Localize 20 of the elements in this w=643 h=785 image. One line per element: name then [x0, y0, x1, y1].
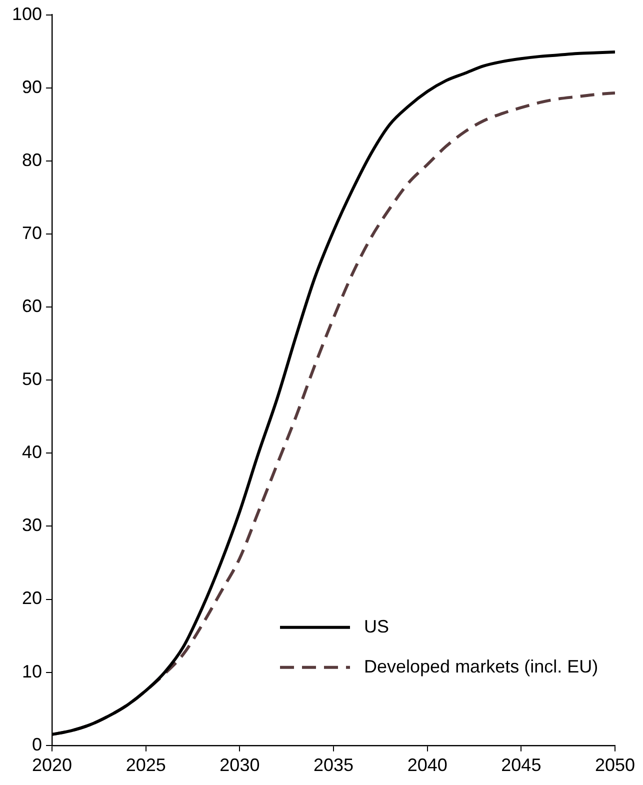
x-tick-label: 2050: [594, 755, 636, 776]
legend-label: Developed markets (incl. EU): [364, 656, 598, 676]
x-tick-label: 2020: [32, 755, 72, 776]
legend-label: US: [364, 616, 390, 636]
x-tick-label: 2035: [313, 755, 354, 776]
x-tick-label: 2045: [501, 755, 542, 776]
x-tick-label: 2025: [126, 755, 166, 776]
y-tick-label: 70: [22, 222, 42, 243]
y-tick-label: 80: [22, 150, 42, 170]
y-tick-label: 30: [22, 515, 42, 536]
y-tick-label: 60: [22, 296, 42, 316]
y-tick-label: 50: [22, 369, 42, 390]
y-tick-label: 100: [12, 4, 42, 24]
y-tick-label: 0: [32, 734, 42, 754]
x-tick-label: 2040: [407, 755, 448, 776]
y-tick-label: 10: [22, 661, 42, 682]
y-tick-label: 90: [22, 76, 42, 97]
x-tick-label: 2030: [220, 755, 260, 776]
y-tick-label: 20: [22, 588, 42, 608]
y-tick-label: 40: [22, 442, 42, 462]
